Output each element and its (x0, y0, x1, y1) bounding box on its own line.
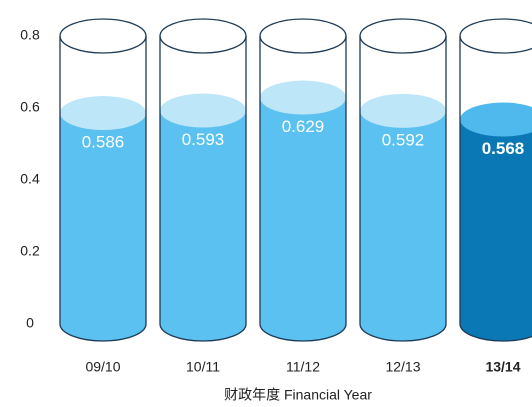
cylinder-liquid (360, 110, 446, 324)
cylinder-rim (159, 18, 247, 54)
x-tick-label: 13/14 (485, 359, 520, 375)
cylinder-outline (459, 36, 532, 342)
y-tick-label: 0 (26, 315, 34, 331)
x-tick-label: 12/13 (385, 359, 420, 375)
cylinder-outline (159, 36, 247, 342)
cylinder-base (60, 307, 146, 341)
cylinder-rim (59, 18, 147, 54)
cylinder-rim (259, 18, 347, 54)
y-tick-label: 0.2 (20, 243, 40, 259)
cylinder-outline (359, 36, 447, 342)
cylinder-base (160, 307, 246, 341)
value-label: 0.592 (382, 130, 425, 149)
cylinder-outline (59, 36, 147, 342)
liquid-surface (360, 93, 446, 128)
cylinder-base (460, 307, 532, 341)
x-axis-title: 财政年度 Financial Year (224, 387, 372, 403)
cylinder-base (260, 307, 346, 341)
cylinder-rim (459, 18, 532, 54)
liquid-surface (260, 80, 346, 115)
x-tick-label: 11/12 (286, 359, 320, 375)
cylinder-outline (259, 36, 347, 342)
value-label: 0.586 (82, 133, 125, 152)
value-label: 0.629 (282, 117, 325, 136)
value-label: 0.593 (182, 130, 225, 149)
cylinder-liquid (60, 113, 146, 324)
cylinder-liquid (460, 119, 532, 325)
cylinder-liquid (160, 110, 246, 325)
x-tick-label: 10/11 (186, 359, 220, 375)
liquid-surface (160, 93, 246, 128)
y-tick-label: 0.8 (20, 27, 40, 43)
value-label: 0.568 (482, 139, 525, 158)
cylinder-base (360, 307, 446, 341)
cylinder-liquid (260, 97, 346, 324)
y-tick-label: 0.4 (20, 171, 40, 187)
y-tick-label: 0.6 (20, 99, 40, 115)
x-tick-label: 09/10 (85, 359, 120, 375)
cylinder-rim (359, 18, 447, 54)
liquid-surface (460, 102, 532, 137)
liquid-surface (60, 96, 146, 131)
